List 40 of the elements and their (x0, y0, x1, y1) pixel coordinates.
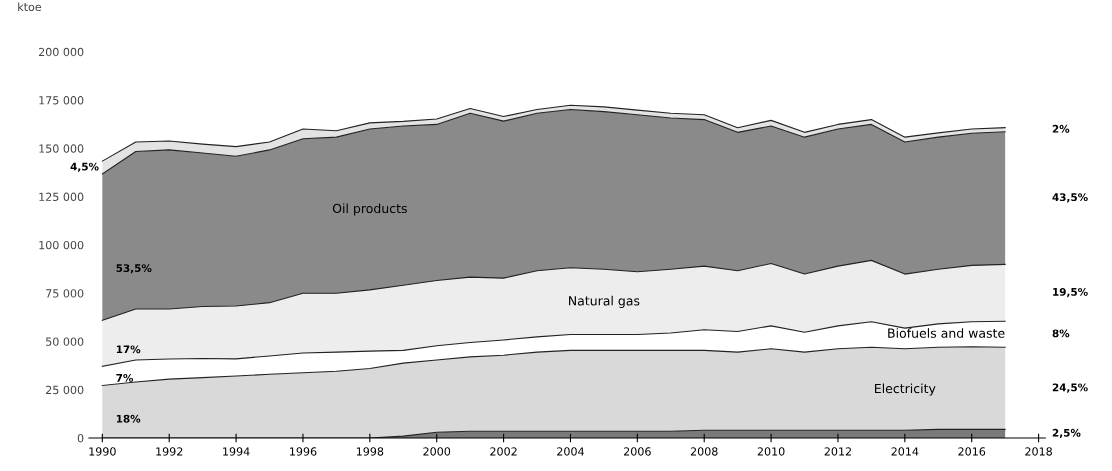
x-tick-label: 2008 (690, 447, 718, 456)
x-tick-label: 2018 (1025, 447, 1052, 456)
y-tick-label: 200 000 (38, 47, 84, 57)
text: 2,5% (1052, 428, 1081, 439)
x-tick-label: 2002 (490, 447, 517, 456)
series-label: Biofuels and waste (888, 328, 1005, 338)
annotation: 18% (116, 414, 141, 423)
annotation: 17% (116, 345, 141, 354)
text: 8% (1052, 329, 1070, 338)
text: 19,5% (1053, 287, 1088, 298)
text: 24,5% (1052, 383, 1088, 393)
y-tick-label: 0 (77, 434, 84, 443)
x-tick-label: 2006 (624, 447, 651, 456)
y-tick-label: 50 000 (46, 337, 84, 346)
x-tick-label: 2010 (757, 447, 785, 456)
x-tick-label: 1996 (290, 447, 317, 456)
x-tick-label: 2014 (891, 447, 919, 456)
x-tick-label: 1990 (89, 447, 116, 456)
y-tick-label: 125 000 (39, 192, 84, 202)
x-tick-label: 2016 (958, 447, 986, 456)
x-tick-label: 2000 (423, 447, 451, 456)
series-label: Natural gas (569, 295, 640, 308)
y-tick-label: 100 000 (39, 240, 84, 250)
x-tick-label: 1994 (223, 447, 250, 456)
y-tick-label: 75 000 (46, 289, 84, 298)
text: 43,5% (1052, 193, 1088, 203)
series-label: Oil products (332, 203, 407, 216)
series-label: Electricity (875, 383, 936, 396)
annotation: 53,5% (116, 264, 152, 274)
y-tick-label: 175 000 (39, 96, 84, 105)
y-axis-title: ktoe (18, 2, 42, 12)
annotation: 7% (116, 373, 134, 382)
x-tick-label: 1992 (156, 447, 183, 456)
x-tick-label: 1998 (356, 447, 384, 456)
y-tick-label: 25 000 (46, 385, 84, 395)
annotation: 4,5% (70, 162, 99, 172)
x-tick-label: 2004 (557, 447, 584, 456)
x-tick-label: 2012 (824, 447, 851, 456)
y-tick-label: 150 000 (39, 144, 84, 153)
text: 2% (1052, 124, 1070, 133)
